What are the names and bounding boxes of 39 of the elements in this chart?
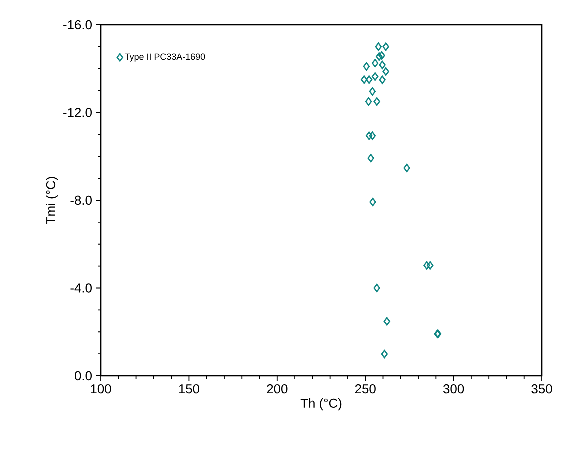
- point: [369, 87, 376, 96]
- point: [424, 261, 430, 270]
- point: [381, 350, 388, 359]
- point: [427, 261, 434, 270]
- legend-label: Type II PC33A-1690: [125, 54, 206, 62]
- point: [361, 76, 368, 84]
- x-tick-label: 300: [444, 384, 464, 394]
- x-axis-title: Th (°C): [300, 398, 342, 411]
- y-tick-label: -8.0: [70, 196, 92, 206]
- point: [375, 42, 382, 52]
- x-tick-label: 250: [355, 384, 376, 394]
- x-tick-label: 350: [532, 384, 552, 394]
- point: [366, 76, 373, 84]
- point: [379, 60, 386, 70]
- point: [366, 132, 373, 140]
- point: [363, 62, 370, 71]
- point: [374, 284, 380, 292]
- point: [378, 51, 386, 60]
- x-tick-label: 100: [91, 384, 112, 394]
- point: [370, 198, 376, 206]
- point: [404, 164, 410, 172]
- point: [368, 154, 374, 163]
- point: [372, 59, 379, 68]
- point: [382, 42, 390, 52]
- x-tick-label: 150: [179, 384, 200, 394]
- point: [376, 52, 383, 62]
- y-tick-label: 0.0: [74, 371, 92, 381]
- point: [379, 76, 386, 84]
- point: [369, 132, 376, 140]
- x-tick-label: 200: [267, 384, 288, 394]
- point: [382, 67, 390, 76]
- point: [384, 317, 390, 326]
- point: [365, 98, 372, 106]
- y-tick-label: -16.0: [64, 20, 92, 30]
- point: [374, 98, 380, 106]
- y-axis-title: Tmi (°C): [46, 177, 58, 224]
- y-tick-label: -12.0: [64, 108, 92, 118]
- y-tick-label: -4.0: [70, 284, 92, 293]
- point: [372, 72, 379, 82]
